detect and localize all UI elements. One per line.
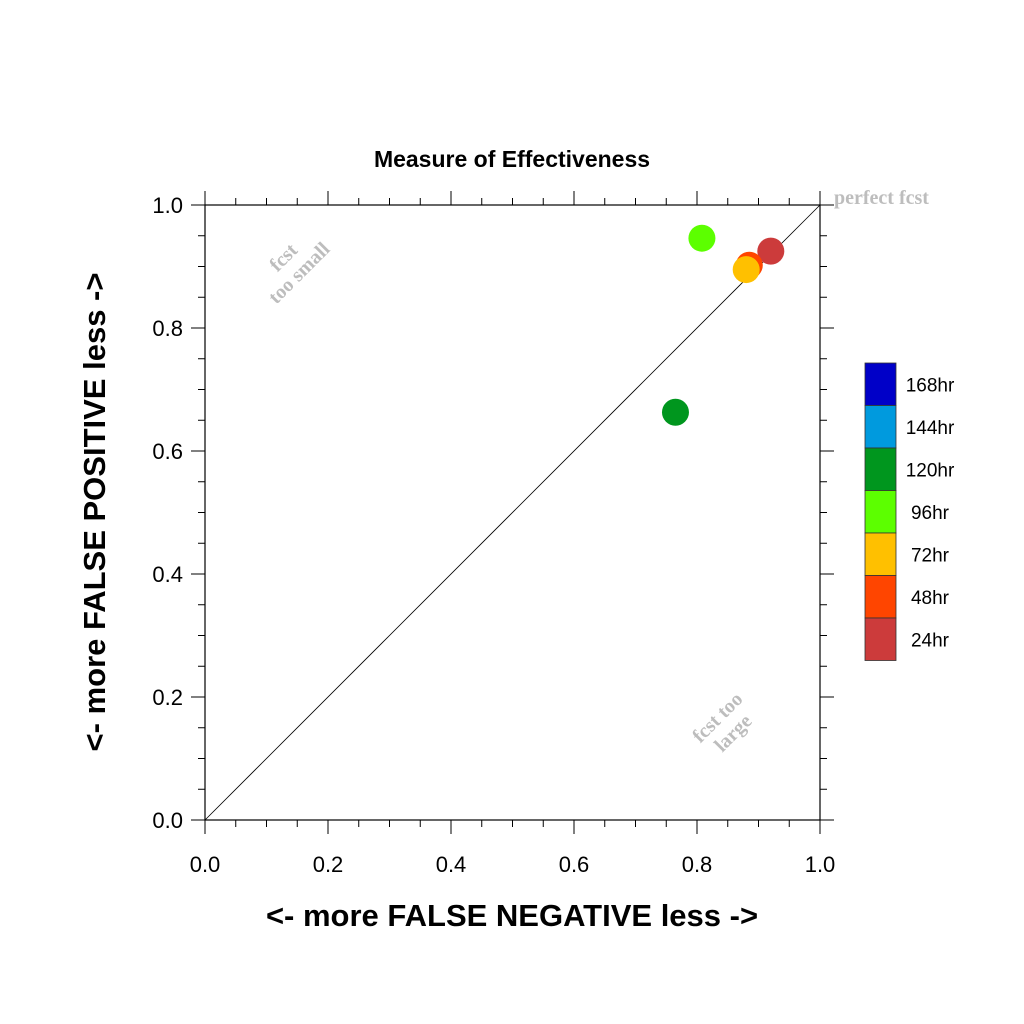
legend-label-120hr: 120hr — [906, 460, 955, 481]
x-tick-label: 0.2 — [313, 852, 344, 877]
chart-title: Measure of Effectiveness — [374, 146, 650, 172]
legend-swatch-24hr — [864, 617, 897, 661]
data-point-24hr — [757, 237, 785, 265]
legend-swatch-96hr — [864, 490, 897, 534]
x-axis-label: <- more FALSE NEGATIVE less -> — [266, 898, 758, 933]
perfect-forecast-annotation: perfect fcst — [834, 187, 929, 209]
y-tick-label: 1.0 — [152, 193, 183, 218]
too-large-annotation: fcst toolarge — [688, 688, 763, 763]
legend-swatch-120hr — [864, 447, 897, 491]
legend: 168hr 144hr 120hr 96hr 72hr 48hr 24hr — [864, 362, 955, 661]
annotation-line: too small — [264, 238, 334, 308]
x-tick-label: 0.0 — [190, 852, 221, 877]
y-tick-label: 0.0 — [152, 808, 183, 833]
plot-area: 0.0 0.2 0.4 0.6 0.8 1.0 0.0 0.2 0.4 0.6 0.8 1.0 perf… — [152, 187, 929, 877]
legend-swatch-144hr — [864, 405, 897, 449]
x-tick-label: 0.8 — [682, 852, 713, 877]
x-tick-label: 1.0 — [805, 852, 836, 877]
legend-swatch-72hr — [864, 532, 897, 576]
y-tick-label: 0.6 — [152, 439, 183, 464]
legend-swatch-168hr — [864, 362, 897, 406]
legend-label-72hr: 72hr — [911, 545, 950, 566]
y-axis-label: <- more FALSE POSITIVE less -> — [77, 273, 112, 752]
legend-label-48hr: 48hr — [911, 588, 950, 609]
data-point-120hr — [661, 398, 689, 426]
x-tick-label: 0.4 — [436, 852, 467, 877]
legend-label-96hr: 96hr — [911, 503, 950, 524]
y-tick-label: 0.4 — [152, 562, 183, 587]
data-point-96hr — [688, 224, 716, 252]
x-tick-label: 0.6 — [559, 852, 590, 877]
legend-swatch-48hr — [864, 575, 897, 619]
y-tick-label: 0.2 — [152, 685, 183, 710]
too-small-annotation: fcsttoo small — [249, 222, 335, 308]
legend-label-24hr: 24hr — [911, 630, 950, 651]
y-tick-label: 0.8 — [152, 316, 183, 341]
data-point-72hr — [732, 256, 760, 284]
legend-label-144hr: 144hr — [906, 418, 955, 439]
legend-label-168hr: 168hr — [906, 375, 955, 396]
diagonal-line — [204, 204, 821, 821]
